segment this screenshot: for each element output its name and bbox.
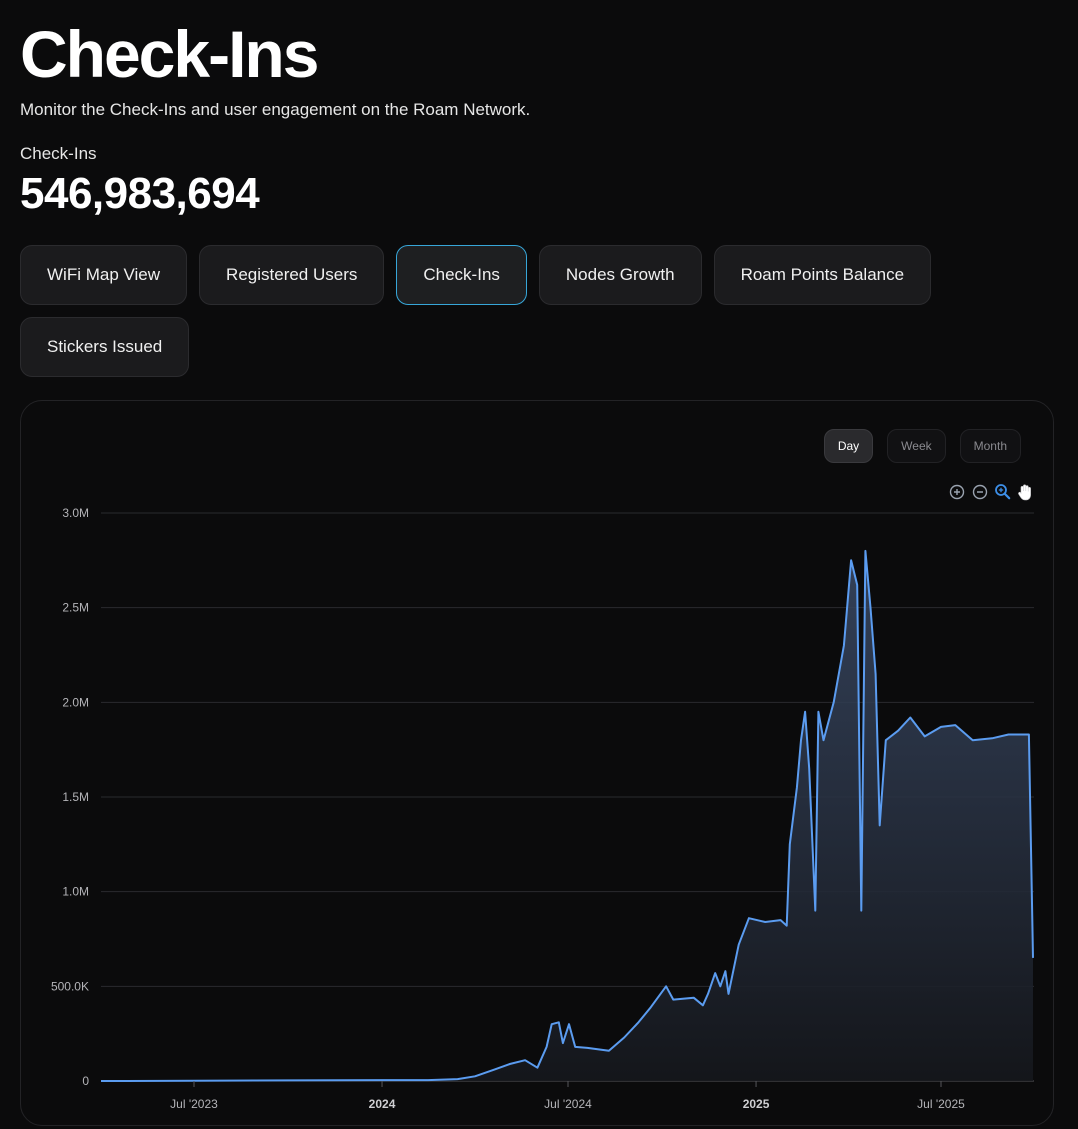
tab-registered-users[interactable]: Registered Users: [199, 245, 385, 305]
check-ins-chart[interactable]: 0 500.0K 1.0M 1.5M 2.0M 2.5M 3.0M Jul '2023 2024…: [21, 401, 1054, 1126]
chart-card: Day Week Month 0 500.0K 1.0M 1.5M 2.0M 2.5M 3.…: [20, 400, 1054, 1126]
y-tick-label: 1.0M: [62, 885, 89, 899]
y-tick-label: 1.5M: [62, 790, 89, 804]
period-day-button[interactable]: Day: [823, 429, 874, 463]
period-week-button[interactable]: Week: [887, 429, 946, 463]
x-tick-label: Jul '2024: [544, 1097, 592, 1111]
zoom-in-icon[interactable]: [947, 482, 966, 501]
pan-hand-icon[interactable]: [1016, 482, 1035, 501]
metric-tabs: WiFi Map View Registered Users Check-Ins…: [20, 245, 950, 377]
tab-wifi-map-view[interactable]: WiFi Map View: [20, 245, 188, 305]
series-line: [100, 549, 1034, 1082]
x-tick-label: Jul '2023: [170, 1097, 218, 1111]
tab-nodes-growth[interactable]: Nodes Growth: [538, 245, 702, 305]
x-tick-label: Jul '2025: [917, 1097, 965, 1111]
period-month-button[interactable]: Month: [959, 429, 1021, 463]
tab-check-ins[interactable]: Check-Ins: [396, 245, 527, 305]
y-tick-label: 2.5M: [62, 601, 89, 615]
series-area-fill: [101, 550, 1033, 1081]
y-tick-label: 0: [82, 1074, 89, 1088]
tab-roam-points-balance[interactable]: Roam Points Balance: [713, 245, 932, 305]
magnifier-zoom-icon[interactable]: [993, 482, 1012, 501]
x-tick-label: 2024: [369, 1097, 396, 1111]
chart-toolbar: [947, 482, 1035, 501]
zoom-out-icon[interactable]: [970, 482, 989, 501]
stat-label: Check-Ins: [20, 144, 97, 163]
y-tick-label: 2.0M: [62, 695, 89, 709]
tab-stickers-issued[interactable]: Stickers Issued: [20, 317, 190, 377]
page-subtitle: Monitor the Check-Ins and user engagemen…: [20, 100, 531, 119]
stat-value: 546,983,694: [20, 169, 260, 218]
y-tick-label: 500.0K: [51, 979, 89, 993]
x-tick-label: 2025: [743, 1097, 770, 1111]
page-title: Check-Ins: [20, 17, 319, 91]
period-toggle: Day Week Month: [823, 429, 1021, 463]
y-tick-label: 3.0M: [62, 506, 89, 520]
